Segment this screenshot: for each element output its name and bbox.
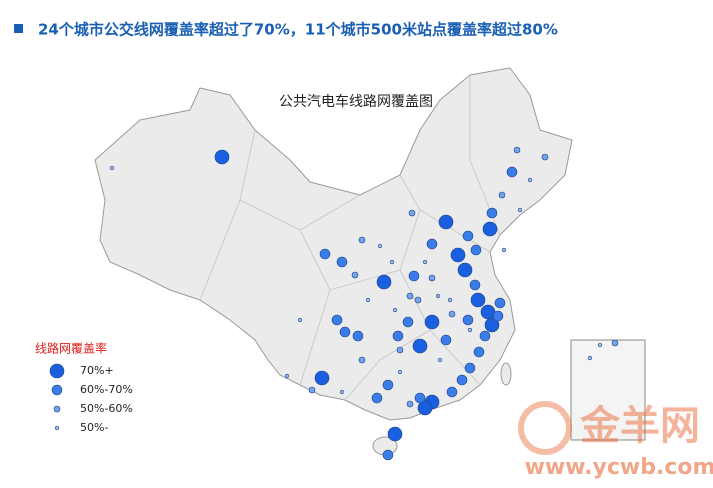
city-dot <box>597 342 603 348</box>
city-dot <box>462 230 474 242</box>
city-dot <box>284 373 290 379</box>
legend-swatch <box>51 384 63 396</box>
legend-label: 70%+ <box>80 364 114 377</box>
city-dot <box>484 317 500 333</box>
city-dot <box>339 326 351 338</box>
city-dot <box>392 307 398 313</box>
city-dot <box>339 389 345 395</box>
city-dot <box>414 392 426 404</box>
city-dot <box>109 165 115 171</box>
city-dot <box>446 386 458 398</box>
city-dot <box>424 314 440 330</box>
city-dot <box>319 248 331 260</box>
city-dots <box>109 146 619 461</box>
city-dot <box>214 149 230 165</box>
city-dot <box>498 191 506 199</box>
header-bullet <box>14 24 23 33</box>
city-dot <box>462 314 474 326</box>
city-dot <box>408 270 420 282</box>
watermark-logo-mark <box>518 401 572 455</box>
city-dot <box>438 214 454 230</box>
city-dot <box>314 370 330 386</box>
city-dot <box>417 400 433 416</box>
city-dot <box>365 297 371 303</box>
city-dot <box>448 310 456 318</box>
city-dot <box>331 314 343 326</box>
city-dot <box>506 166 518 178</box>
legend-title: 线路网覆盖率 <box>35 341 107 356</box>
city-dot <box>456 374 468 386</box>
city-dot <box>358 356 366 364</box>
city-dot <box>541 153 549 161</box>
city-dot <box>402 316 414 328</box>
taiwan <box>500 362 512 386</box>
city-dot <box>482 221 498 237</box>
city-dot <box>406 400 414 408</box>
city-dot <box>426 238 438 250</box>
city-dot <box>297 317 303 323</box>
city-dot <box>440 334 452 346</box>
city-dot <box>470 244 482 256</box>
city-dot <box>352 330 364 342</box>
city-dot <box>382 449 394 461</box>
city-dot <box>336 256 348 268</box>
city-dot <box>377 243 383 249</box>
city-dot <box>447 297 453 303</box>
city-dot <box>437 357 443 363</box>
map-title: 公共汽电车线路网覆盖图 <box>279 93 433 110</box>
city-dot <box>457 262 473 278</box>
city-dot <box>408 209 416 217</box>
legend-swatch <box>49 363 65 379</box>
city-dot <box>611 339 619 347</box>
header-title: 24个城市公交线网覆盖率超过了70%，11个城市500米站点覆盖率超过80% <box>38 21 558 39</box>
city-dot <box>450 247 466 263</box>
city-dot <box>501 247 507 253</box>
city-dot <box>406 292 414 300</box>
legend-label: 60%-70% <box>80 383 133 396</box>
legend-swatch <box>54 425 60 431</box>
watermark-logo: 金羊网 <box>579 403 700 449</box>
city-dot <box>469 279 481 291</box>
city-dot <box>587 355 593 361</box>
city-dot <box>382 379 394 391</box>
city-dot <box>414 296 422 304</box>
city-dot <box>513 146 521 154</box>
city-dot <box>470 292 486 308</box>
city-dot <box>358 236 366 244</box>
city-dot <box>527 177 533 183</box>
china-outline <box>94 67 573 421</box>
city-dot <box>486 207 498 219</box>
city-dot <box>389 259 395 265</box>
south-sea-inset <box>570 339 646 441</box>
legend-label: 50%-60% <box>80 402 133 415</box>
city-dot <box>479 330 491 342</box>
city-dot <box>412 338 428 354</box>
city-dot <box>464 362 476 374</box>
city-dot <box>371 392 383 404</box>
city-dot <box>396 346 404 354</box>
city-dot <box>376 274 392 290</box>
city-dot <box>387 426 403 442</box>
city-dot <box>494 297 506 309</box>
city-dot <box>351 271 359 279</box>
city-dot <box>428 274 436 282</box>
watermark-url: www.ycwb.com <box>525 455 713 480</box>
city-dot <box>492 310 504 322</box>
city-dot <box>517 207 523 213</box>
city-dot <box>435 293 441 299</box>
city-dot <box>467 327 473 333</box>
city-dot <box>392 330 404 342</box>
city-dot <box>308 386 316 394</box>
legend-swatch <box>53 405 61 413</box>
legend-label: 50%- <box>80 421 108 434</box>
legend: 70%+ 60%-70% 50%-60% 50%- <box>49 363 133 434</box>
city-dot <box>473 346 485 358</box>
city-dot <box>422 259 428 265</box>
city-dot <box>397 369 403 375</box>
province-borders <box>199 75 501 401</box>
